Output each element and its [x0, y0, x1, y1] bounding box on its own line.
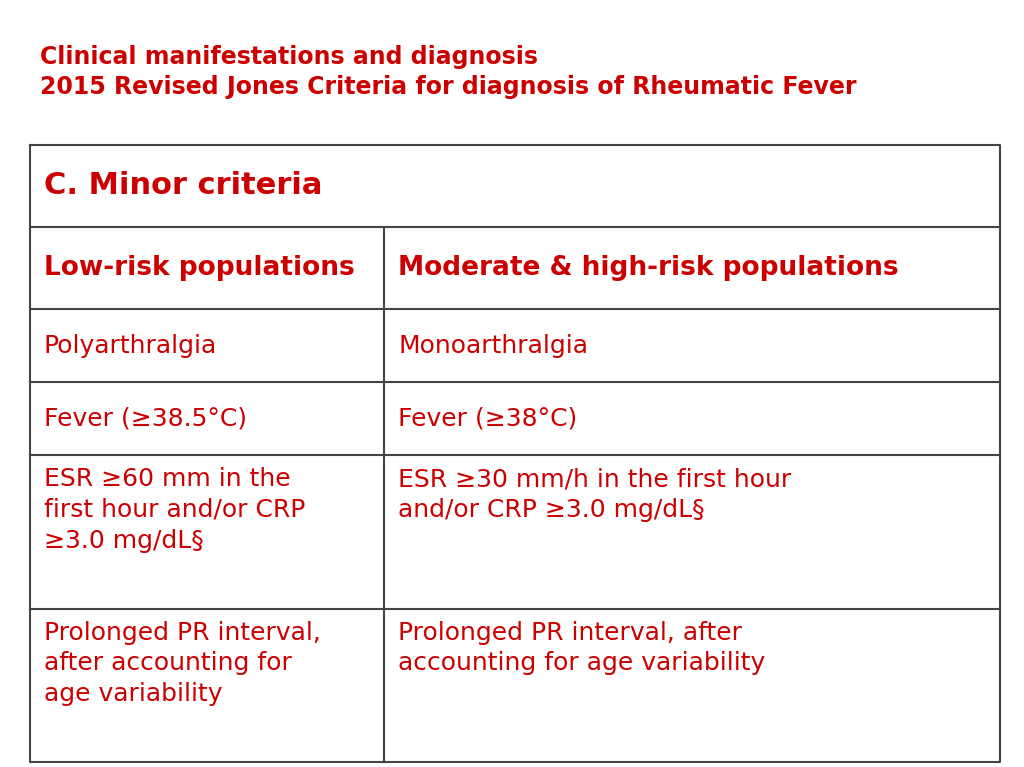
Text: Fever (≥38.5°C): Fever (≥38.5°C) — [44, 407, 247, 431]
Text: Low-risk populations: Low-risk populations — [44, 255, 354, 281]
Text: Clinical manifestations and diagnosis: Clinical manifestations and diagnosis — [40, 45, 538, 69]
Text: 2015 Revised Jones Criteria for diagnosis of Rheumatic Fever: 2015 Revised Jones Criteria for diagnosi… — [40, 75, 856, 99]
Text: C. Minor criteria: C. Minor criteria — [44, 172, 323, 200]
Text: ESR ≥30 mm/h in the first hour
and/or CRP ≥3.0 mg/dL§: ESR ≥30 mm/h in the first hour and/or CR… — [398, 467, 792, 522]
Text: Prolonged PR interval, after
accounting for age variability: Prolonged PR interval, after accounting … — [398, 621, 765, 675]
Text: Moderate & high-risk populations: Moderate & high-risk populations — [398, 255, 899, 281]
Text: Fever (≥38°C): Fever (≥38°C) — [398, 407, 578, 431]
Text: ESR ≥60 mm in the
first hour and/or CRP
≥3.0 mg/dL§: ESR ≥60 mm in the first hour and/or CRP … — [44, 467, 305, 552]
Text: Polyarthralgia: Polyarthralgia — [44, 334, 217, 357]
Text: Monoarthralgia: Monoarthralgia — [398, 334, 588, 357]
Text: Prolonged PR interval,
after accounting for
age variability: Prolonged PR interval, after accounting … — [44, 621, 321, 706]
